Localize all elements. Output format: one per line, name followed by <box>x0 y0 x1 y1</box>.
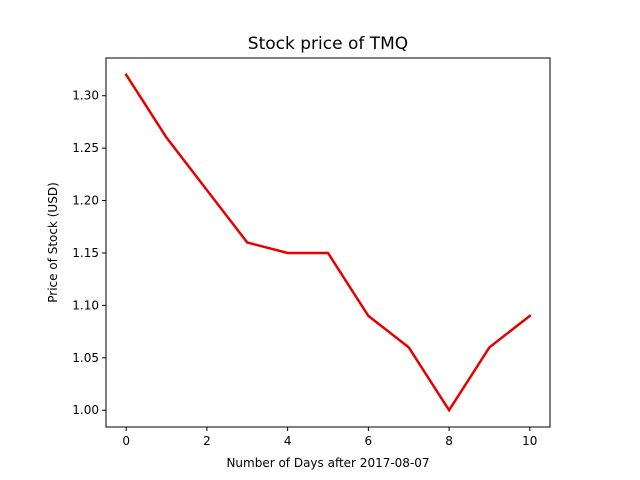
y-tick-label: 1.00 <box>72 403 99 417</box>
x-axis-label: Number of Days after 2017-08-07 <box>226 456 429 470</box>
x-tick-label: 2 <box>203 434 211 448</box>
x-tick-label: 10 <box>522 434 537 448</box>
y-tick-label: 1.10 <box>72 298 99 312</box>
chart-title: Stock price of TMQ <box>248 34 408 54</box>
plot-area <box>124 73 532 413</box>
x-tick-label: 8 <box>445 434 453 448</box>
y-axis: 1.00 1.05 1.10 1.15 1.20 1.25 1.30 <box>72 89 106 417</box>
y-tick-label: 1.25 <box>72 141 99 155</box>
x-axis: 0 2 4 6 8 10 <box>122 427 537 448</box>
y-axis-label: Price of Stock (USD) <box>46 182 60 303</box>
y-tick-label: 1.05 <box>72 351 99 365</box>
x-tick-label: 4 <box>284 434 292 448</box>
y-tick-label: 1.30 <box>72 89 99 103</box>
x-tick-label: 0 <box>122 434 130 448</box>
y-tick-label: 1.15 <box>72 246 99 260</box>
x-tick-label: 6 <box>365 434 373 448</box>
y-tick-label: 1.20 <box>72 194 99 208</box>
plot-frame <box>105 57 551 428</box>
